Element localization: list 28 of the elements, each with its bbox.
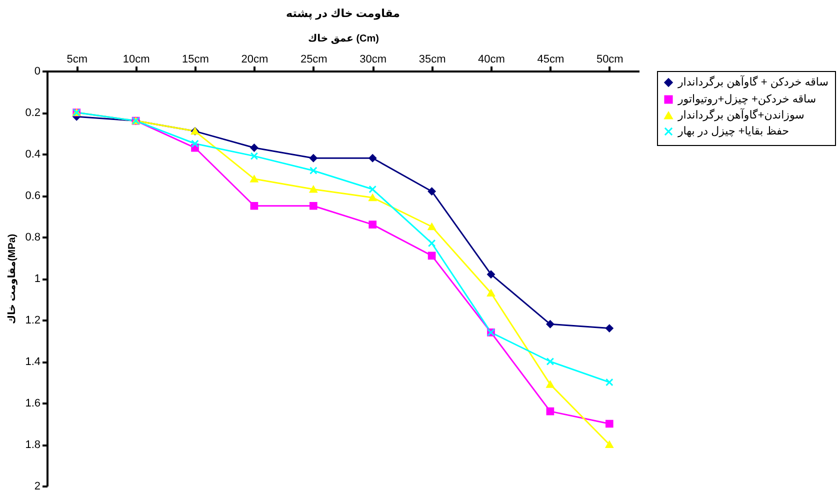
x-tick-label: 45cm: [537, 54, 564, 66]
x-tick-label: 5cm: [66, 54, 88, 66]
x-tick-label: 20cm: [241, 54, 268, 66]
legend-label: ساقه خردكن+ چيزل+روتيواتور: [677, 94, 816, 106]
y-tick-label: 0: [34, 66, 40, 78]
y-tick-label: 2: [34, 480, 40, 492]
y-tick-label: 0.6: [25, 190, 40, 202]
y-tick-label: 1: [34, 273, 40, 285]
y-tick-label: 0.4: [25, 148, 40, 160]
x-tick-label: 10cm: [122, 54, 150, 66]
legend-label: ساقه خردكن + گاوآهن برگرداندار: [677, 74, 828, 88]
y-tick-label: 1.2: [25, 314, 40, 326]
x-tick-label: 25cm: [300, 54, 328, 66]
legend-label: سوزاندن+گاوآهن برگرداندار: [677, 108, 804, 122]
y-tick-label: 0.2: [25, 107, 40, 119]
x-tick-label: 15cm: [182, 54, 209, 66]
x-tick-label: 50cm: [596, 54, 624, 66]
chart-title: مقاومت خاك در پشته: [286, 8, 400, 20]
legend-label: حفظ بقايا+ چيزل در بهار: [677, 126, 790, 138]
x-tick-label: 40cm: [478, 54, 505, 66]
x-axis-title: عمق خاك (Cm): [308, 34, 380, 44]
x-tick-label: 35cm: [418, 54, 446, 66]
y-axis-title: مقاومت خاك(MPa): [7, 234, 18, 324]
y-tick-label: 1.4: [25, 356, 40, 368]
x-tick-label: 30cm: [360, 54, 387, 66]
y-tick-label: 1.6: [25, 398, 40, 410]
y-tick-label: 1.8: [25, 439, 40, 451]
y-tick-label: 0.8: [25, 232, 40, 244]
